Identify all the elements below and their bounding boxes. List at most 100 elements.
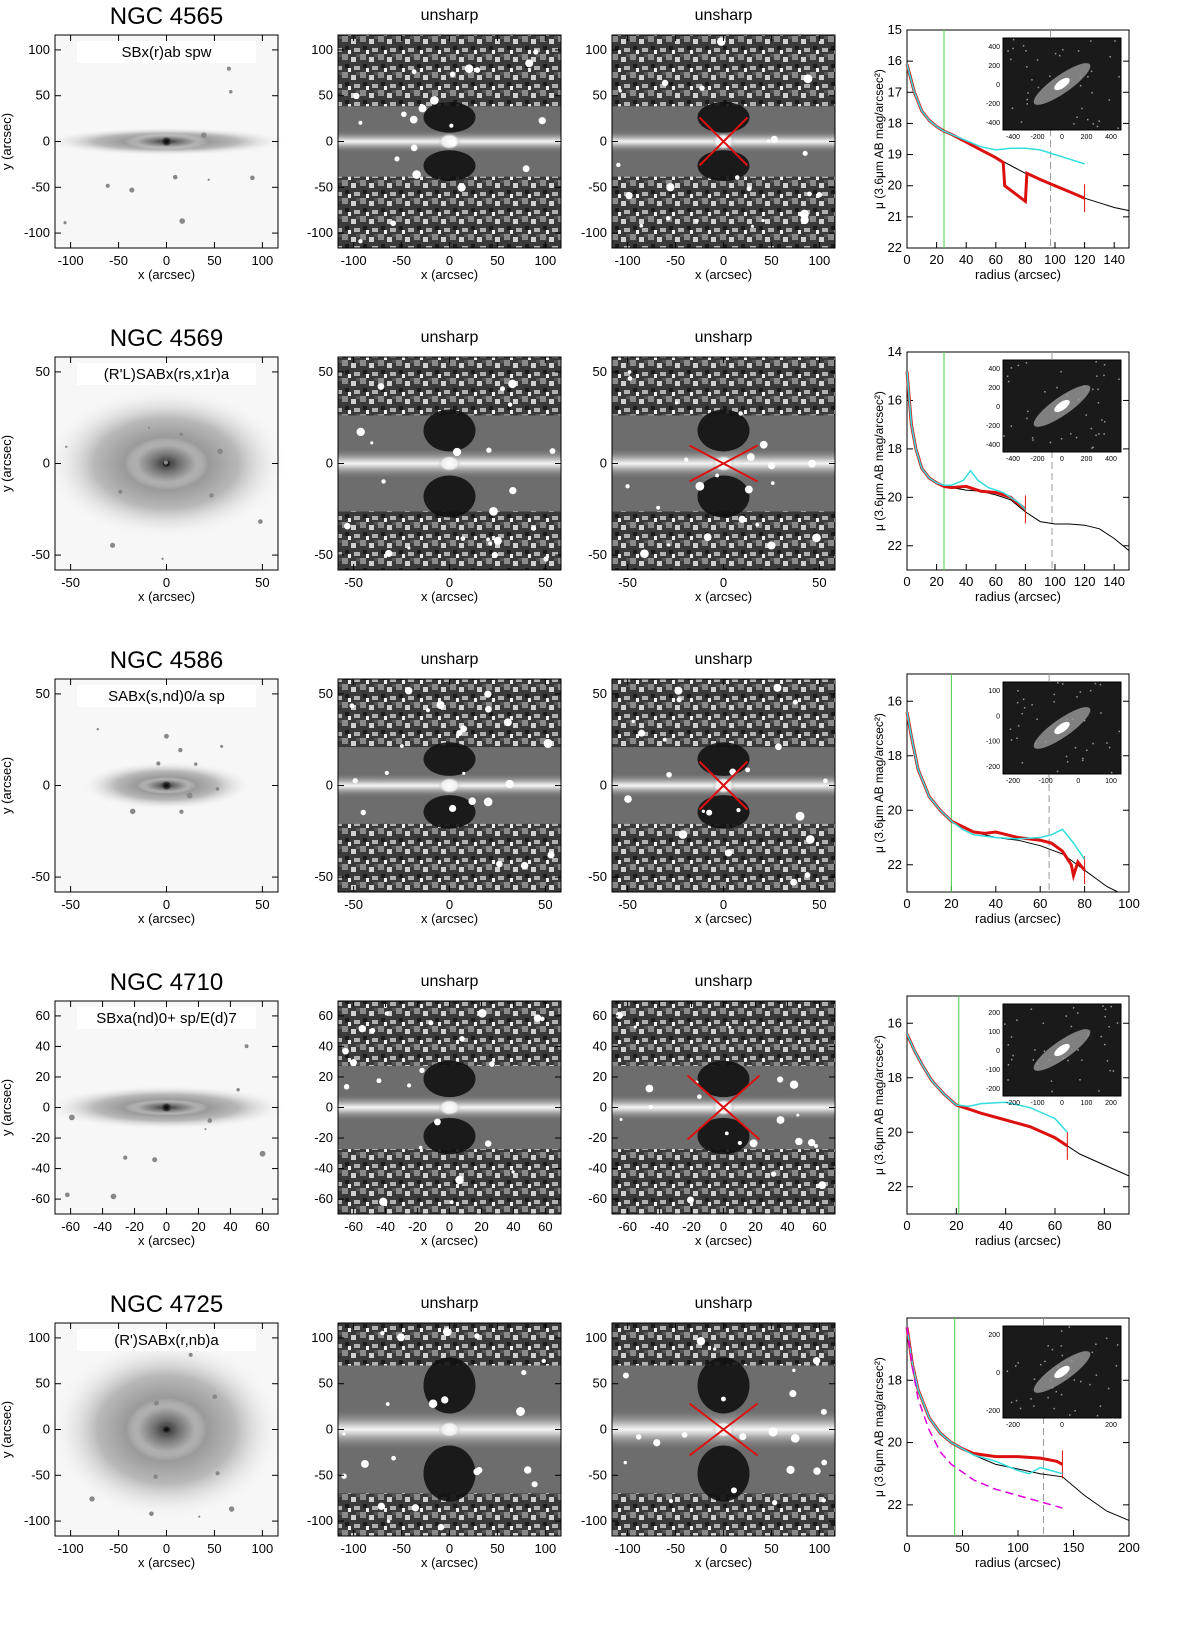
star [409, 115, 418, 124]
star [775, 743, 782, 751]
inset-noise [1033, 1378, 1036, 1380]
x-axis-label: x (arcsec) [421, 911, 478, 926]
y-tick-label: -40 [588, 1161, 607, 1176]
star [807, 1139, 816, 1147]
star [207, 178, 210, 181]
x-tick-label: 0 [720, 253, 727, 268]
star [449, 71, 456, 77]
inset-galaxy-core [1054, 77, 1070, 91]
inset-x-tick-label: -200 [1006, 1422, 1020, 1429]
inset-noise [1053, 701, 1055, 703]
star [623, 1460, 627, 1465]
inset-noise [1086, 749, 1088, 752]
x-tick-label: 100 [252, 1541, 274, 1556]
inset-y-tick-label: -200 [986, 1408, 1000, 1415]
star [695, 481, 705, 491]
inset-y-tick-label: -100 [986, 1067, 1000, 1074]
dark-lobe [423, 1357, 476, 1414]
y-tick-label: -60 [314, 1191, 333, 1206]
x-tick-label: 120 [1074, 252, 1096, 267]
inset-noise [1026, 66, 1028, 68]
y-tick-label: 0 [600, 778, 607, 793]
star [194, 762, 198, 766]
galaxy-core [160, 136, 173, 147]
star [358, 239, 363, 244]
inset-x-tick-label: 0 [1060, 134, 1064, 141]
inset-noise [1014, 1365, 1017, 1367]
star [538, 117, 546, 125]
star [259, 1150, 266, 1157]
inset-noise [1091, 92, 1093, 94]
y-tick-label: 40 [593, 1038, 607, 1053]
dark-lobe [697, 795, 750, 829]
inset-noise [1076, 1012, 1079, 1014]
y-tick-label: 40 [319, 1038, 333, 1053]
y-tick-label: 100 [28, 1330, 50, 1345]
star [258, 519, 263, 524]
inset-noise [1010, 739, 1013, 741]
y-tick-label: 22 [888, 1179, 902, 1194]
x-tick-label: 0 [446, 897, 453, 912]
star [818, 1181, 827, 1190]
star [441, 1396, 449, 1404]
star [503, 718, 512, 727]
star [736, 807, 741, 813]
x-tick-label: 100 [1044, 252, 1066, 267]
inset-noise [1027, 92, 1029, 94]
inset-noise [1007, 380, 1010, 383]
star [473, 1468, 481, 1476]
star [353, 92, 360, 100]
inset-noise [1073, 1379, 1076, 1381]
panel-frame [54, 34, 279, 249]
y-tick-label: 18 [888, 1070, 902, 1085]
y-tick-label: 50 [593, 88, 607, 103]
inset-noise [1092, 388, 1094, 391]
x-tick-label: 50 [255, 897, 269, 912]
star [407, 1083, 412, 1088]
star [376, 1078, 382, 1084]
y-tick-label: 0 [600, 456, 607, 471]
inset-noise [1060, 370, 1062, 373]
x-axis-label: x (arcsec) [421, 1555, 478, 1570]
inset-noise [1109, 1069, 1111, 1072]
star [511, 1170, 515, 1174]
x-tick-label: 100 [535, 253, 557, 268]
galaxy-title: NGC 4710 [110, 969, 223, 996]
inset-x-tick-label: -100 [1039, 778, 1053, 785]
inset-noise [1116, 1344, 1119, 1346]
dark-lobe [423, 1445, 476, 1502]
galaxy-core [160, 1424, 173, 1435]
star [724, 849, 733, 857]
inset-noise [1030, 1398, 1032, 1400]
inset-x-tick-label: 200 [1081, 134, 1093, 141]
star [430, 95, 439, 105]
star [669, 1499, 673, 1503]
inset-noise [1017, 690, 1019, 692]
x-tick-label: -50 [61, 575, 80, 590]
y-tick-label: 20 [888, 489, 902, 504]
x-tick-label: 0 [903, 896, 910, 911]
inset-noise [1089, 1383, 1091, 1386]
inset-noise [1091, 447, 1093, 449]
star [493, 536, 502, 545]
star [226, 66, 231, 71]
inset-noise [1096, 125, 1099, 128]
galaxy-core [160, 1102, 173, 1113]
y-tick-label: -40 [314, 1161, 333, 1176]
star [455, 1175, 464, 1185]
panel-frame [611, 1000, 836, 1215]
y-tick-label: 100 [311, 1330, 333, 1345]
y-tick-label: 100 [585, 1330, 607, 1345]
inset-noise [1090, 70, 1093, 73]
star [236, 1088, 240, 1092]
star [488, 541, 493, 546]
dark-lobe [697, 475, 750, 518]
star [459, 1036, 465, 1042]
inset-noise [1020, 121, 1023, 123]
star [776, 1116, 785, 1124]
y-tick-label: -50 [31, 1467, 50, 1482]
inset-noise [1085, 414, 1088, 416]
star [161, 557, 164, 560]
star [369, 1027, 376, 1034]
inset-y-tick-label: 200 [988, 1010, 1000, 1017]
